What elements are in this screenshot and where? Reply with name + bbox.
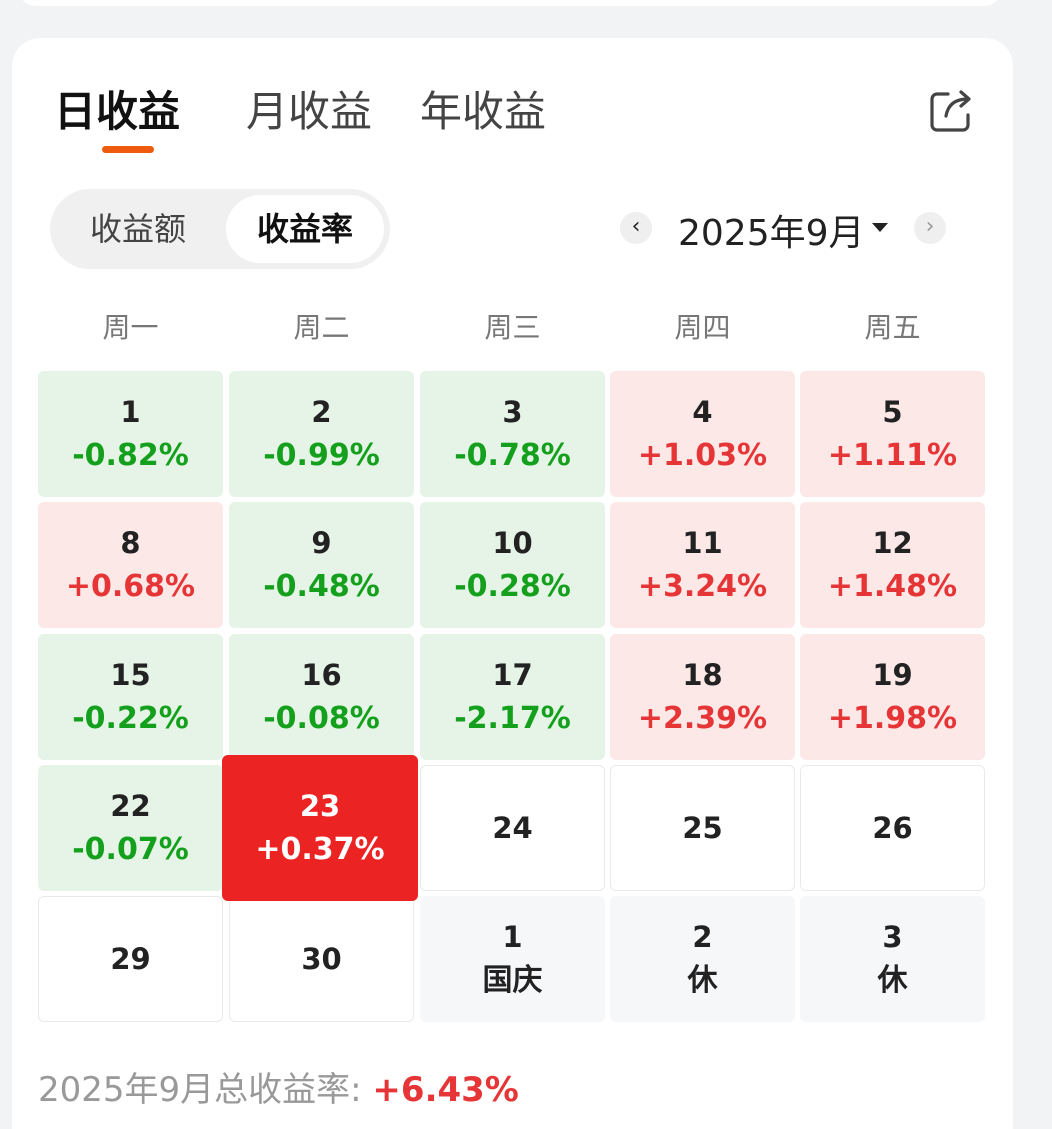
day-number: 8 [120,526,141,560]
calendar-day-cell[interactable]: 12 +1.48% [800,502,985,628]
day-number: 3 [502,395,523,429]
day-number: 11 [682,526,723,560]
calendar-day-cell[interactable]: 17 -2.17% [420,634,605,760]
weekday-label: 周三 [484,311,541,344]
calendar-day-cell[interactable]: 25 [610,765,795,891]
weekday-label: 周四 [674,311,731,344]
day-number: 23 [299,789,341,823]
share-icon[interactable] [928,88,974,134]
day-return: +2.39% [637,701,768,736]
day-number: 2 [311,395,332,429]
monthly-total-summary: 2025年9月总收益率: +6.43% [38,1062,519,1111]
calendar-day-cell[interactable]: 9 -0.48% [229,502,414,628]
day-number: 26 [872,811,913,845]
toggle-rate[interactable]: 收益率 [226,195,384,263]
tab-daily[interactable]: 日收益 [54,87,181,136]
day-number: 18 [682,658,723,692]
day-number: 12 [872,526,913,560]
toggle-amount[interactable]: 收益额 [89,210,186,248]
day-number: 5 [882,395,903,429]
previous-card [18,0,1002,6]
day-return: -0.48% [263,569,380,604]
weekday-label: 周五 [864,311,921,344]
day-number: 2 [692,920,713,954]
day-return: +0.68% [65,569,196,604]
day-number: 29 [110,942,151,976]
calendar-day-cell[interactable]: 16 -0.08% [229,634,414,760]
day-return: -0.28% [454,569,571,604]
day-return: -0.82% [72,438,189,473]
calendar-day-cell[interactable]: 22 -0.07% [38,765,223,891]
day-return: -0.78% [454,438,571,473]
active-tab-indicator [102,146,154,153]
day-number: 16 [301,658,342,692]
calendar-day-cell[interactable]: 15 -0.22% [38,634,223,760]
day-return: -0.99% [263,438,380,473]
day-number: 30 [301,942,342,976]
calendar-day-cell-selected[interactable]: 23 +0.37% [222,755,418,901]
calendar-day-cell[interactable]: 24 [420,765,605,891]
day-return: +1.48% [827,569,958,604]
weekday-label: 周一 [102,311,159,344]
day-number: 19 [872,658,913,692]
tab-monthly[interactable]: 月收益 [246,87,373,136]
calendar-day-cell[interactable]: 5 +1.11% [800,371,985,497]
calendar-day-cell[interactable]: 11 +3.24% [610,502,795,628]
weekday-label: 周二 [293,311,350,344]
calendar-day-cell[interactable]: 3 -0.78% [420,371,605,497]
day-return: +1.11% [827,438,958,473]
calendar-day-cell[interactable]: 1 -0.82% [38,371,223,497]
day-return: +3.24% [637,569,768,604]
day-return: -2.17% [454,701,571,736]
calendar-day-cell[interactable]: 4 +1.03% [610,371,795,497]
day-return: +0.37% [255,832,385,867]
day-return: -0.22% [72,701,189,736]
summary-value: +6.43% [372,1070,519,1110]
day-number: 17 [492,658,533,692]
holiday-label: 国庆 [482,963,543,998]
calendar-day-cell[interactable]: 10 -0.28% [420,502,605,628]
day-number: 1 [502,920,523,954]
tab-yearly[interactable]: 年收益 [420,87,547,136]
day-number: 24 [492,811,533,845]
day-return: -0.07% [72,832,189,867]
metric-toggle: 收益额 收益率 [50,189,390,269]
chevron-left-icon[interactable]: ‹ [620,212,652,244]
day-number: 22 [110,789,151,823]
holiday-label: 休 [877,963,908,998]
calendar-day-cell[interactable]: 18 +2.39% [610,634,795,760]
day-number: 4 [692,395,713,429]
day-number: 1 [120,395,141,429]
day-number: 25 [682,811,723,845]
month-selector[interactable]: 2025年9月 [678,213,865,254]
day-number: 3 [882,920,903,954]
calendar-day-cell[interactable]: 30 [229,896,414,1022]
day-return: -0.08% [263,701,380,736]
day-return: +1.03% [637,438,768,473]
day-number: 15 [110,658,151,692]
chevron-right-icon[interactable]: › [914,212,946,244]
calendar-day-cell[interactable]: 26 [800,765,985,891]
calendar-day-cell[interactable]: 29 [38,896,223,1022]
calendar-day-cell[interactable]: 1 国庆 [420,896,605,1022]
caret-down-icon[interactable] [872,223,888,232]
holiday-label: 休 [687,963,718,998]
calendar-day-cell[interactable]: 19 +1.98% [800,634,985,760]
day-number: 9 [311,526,332,560]
day-number: 10 [492,526,533,560]
calendar-day-cell[interactable]: 8 +0.68% [38,502,223,628]
calendar-day-cell[interactable]: 2 -0.99% [229,371,414,497]
day-return: +1.98% [827,701,958,736]
summary-label: 2025年9月总收益率: [38,1070,373,1110]
